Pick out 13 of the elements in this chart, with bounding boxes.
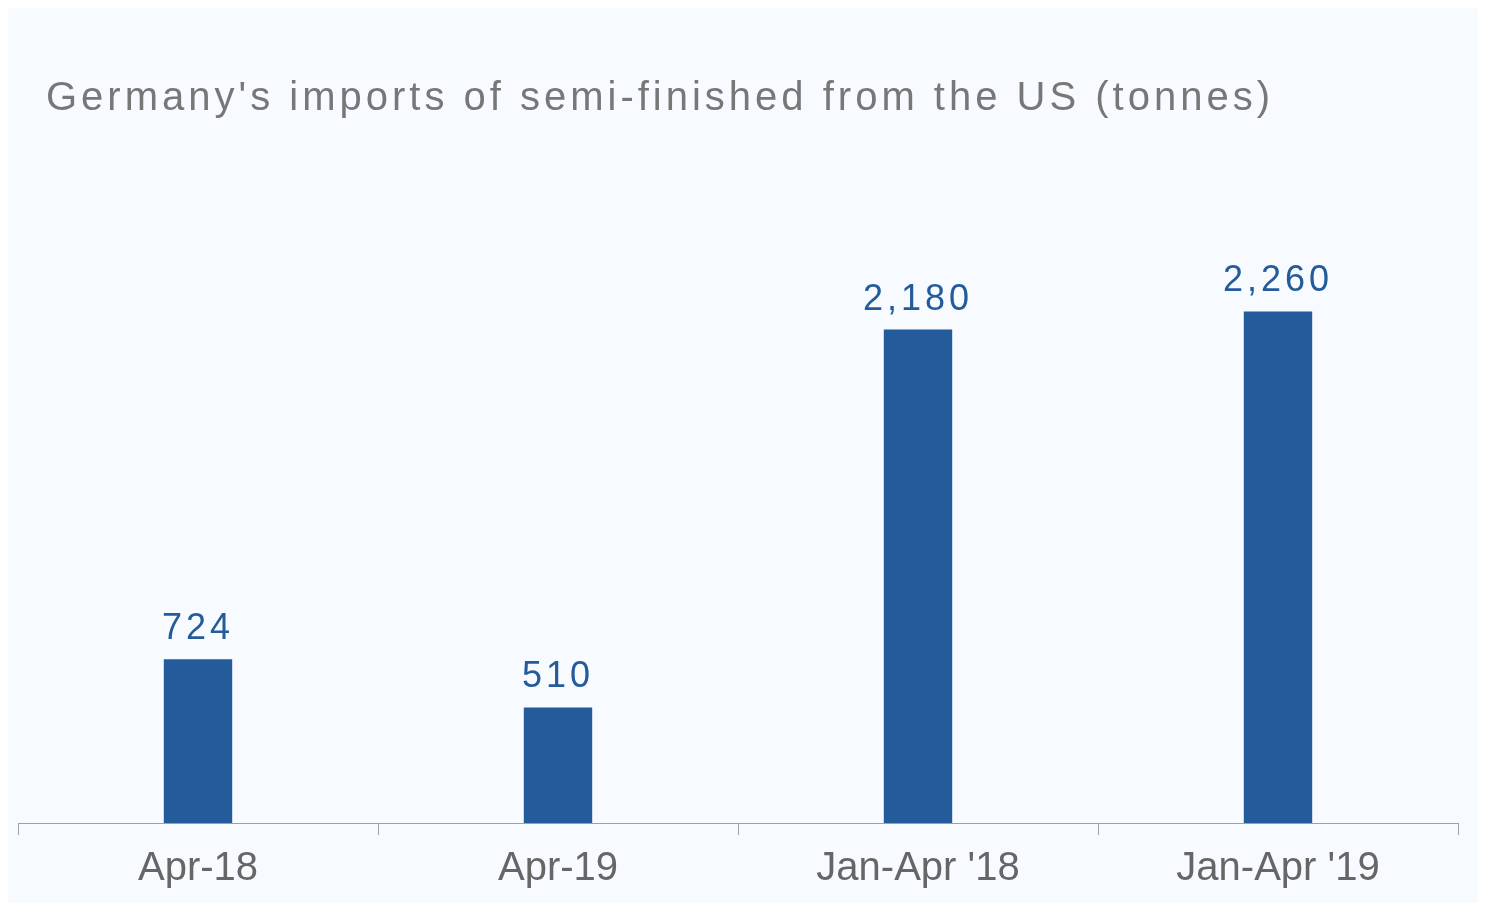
bar xyxy=(883,329,953,823)
data-label: 724 xyxy=(161,606,235,648)
x-tick-label: Apr-19 xyxy=(497,844,619,889)
x-tick-label: Jan-Apr '19 xyxy=(1176,844,1380,889)
data-label: 2,180 xyxy=(862,276,974,318)
chart-title: Germany's imports of semi-finished from the US (tonnes) xyxy=(45,73,1275,120)
bar xyxy=(163,659,233,823)
bar xyxy=(523,707,593,823)
bar xyxy=(1243,311,1313,823)
data-label: 510 xyxy=(521,654,595,696)
x-tick-label: Apr-18 xyxy=(137,844,259,889)
data-label: 2,260 xyxy=(1222,258,1334,300)
x-tick-label: Jan-Apr '18 xyxy=(816,844,1020,889)
